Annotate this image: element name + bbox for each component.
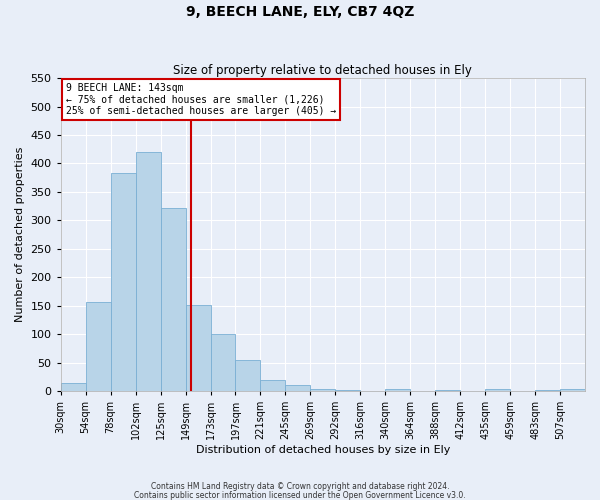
Bar [535, 390, 560, 391]
Bar [335, 390, 361, 391]
Bar [260, 380, 286, 391]
Bar [560, 390, 585, 391]
Bar [136, 152, 161, 391]
Bar [435, 390, 460, 391]
Bar [110, 173, 136, 391]
Bar [161, 208, 185, 391]
Bar [235, 360, 260, 391]
Bar [86, 302, 110, 391]
Title: Size of property relative to detached houses in Ely: Size of property relative to detached ho… [173, 64, 472, 77]
Text: 9, BEECH LANE, ELY, CB7 4QZ: 9, BEECH LANE, ELY, CB7 4QZ [186, 5, 414, 19]
Bar [61, 382, 86, 391]
Text: Contains public sector information licensed under the Open Government Licence v3: Contains public sector information licen… [134, 490, 466, 500]
Text: 9 BEECH LANE: 143sqm
← 75% of detached houses are smaller (1,226)
25% of semi-de: 9 BEECH LANE: 143sqm ← 75% of detached h… [66, 83, 336, 116]
Bar [286, 386, 310, 391]
Y-axis label: Number of detached properties: Number of detached properties [15, 147, 25, 322]
Text: Contains HM Land Registry data © Crown copyright and database right 2024.: Contains HM Land Registry data © Crown c… [151, 482, 449, 491]
Bar [211, 334, 235, 391]
Bar [485, 390, 510, 391]
X-axis label: Distribution of detached houses by size in Ely: Distribution of detached houses by size … [196, 445, 450, 455]
Bar [310, 390, 335, 391]
Bar [385, 390, 410, 391]
Bar [185, 304, 211, 391]
